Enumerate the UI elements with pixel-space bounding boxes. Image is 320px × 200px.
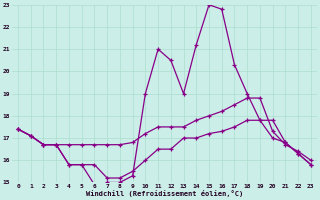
X-axis label: Windchill (Refroidissement éolien,°C): Windchill (Refroidissement éolien,°C) [86, 190, 243, 197]
